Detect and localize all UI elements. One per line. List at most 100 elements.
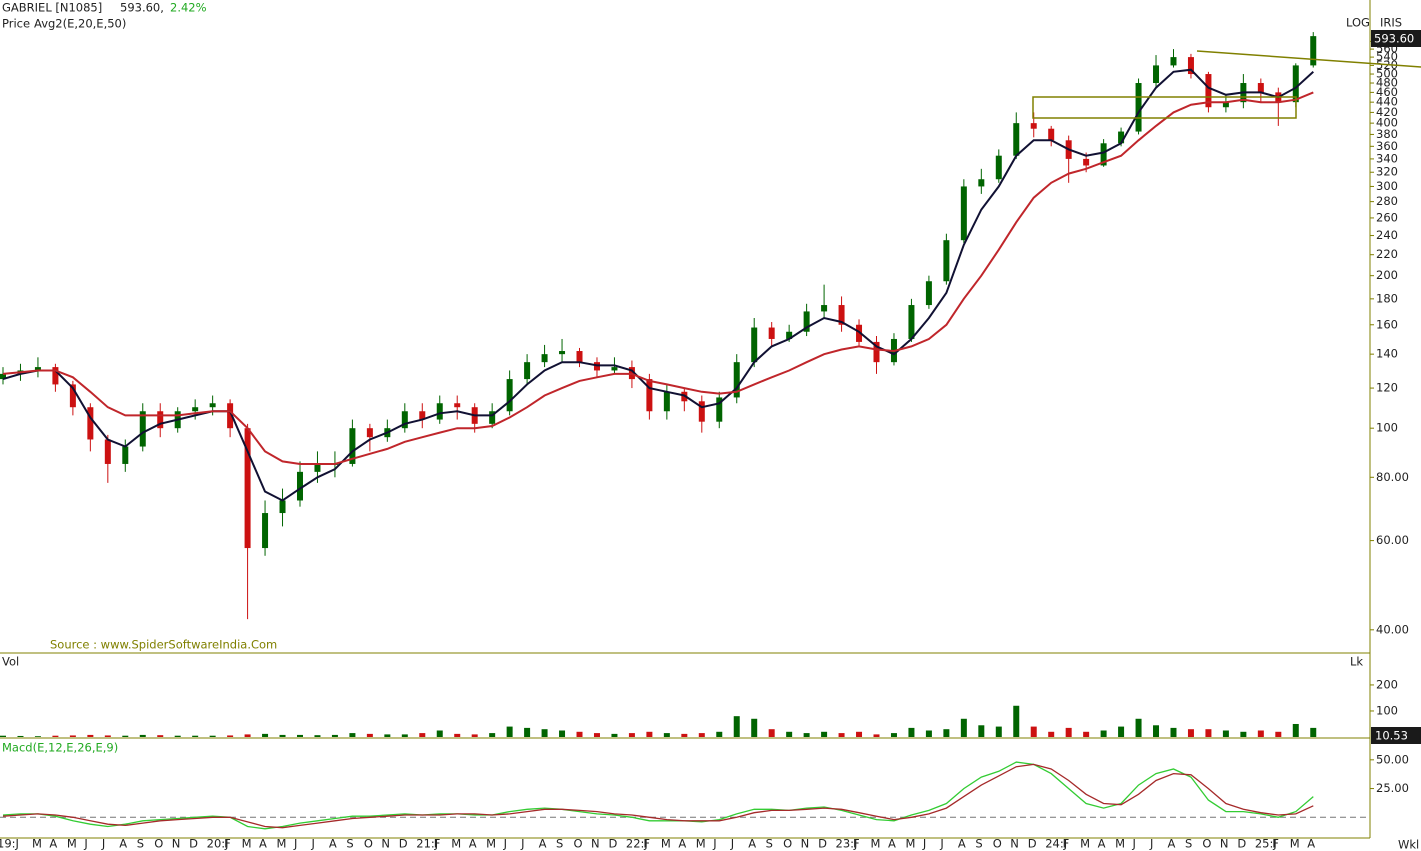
candle-body (1310, 36, 1317, 66)
volume-bar (1275, 731, 1282, 737)
x-tick-label: M (67, 837, 77, 851)
y-tick-label: 40.00 (1376, 622, 1409, 636)
x-tick-label: A (1307, 837, 1315, 851)
volume-bar (436, 730, 443, 737)
x-tick-label: N (801, 837, 810, 851)
x-tick-label: A (958, 837, 966, 851)
x-tick-label: A (1098, 837, 1106, 851)
volume-bar (192, 735, 199, 737)
x-tick-label: 25:J (1255, 837, 1277, 851)
scale: LOG (1346, 16, 1370, 30)
candle-body (314, 463, 321, 472)
y-tick-label: 180 (1376, 291, 1398, 305)
x-tick-label: J (922, 837, 926, 851)
volume-bar (1013, 705, 1020, 737)
volume-bar (1153, 725, 1160, 737)
y-tick-label: 220 (1376, 247, 1398, 261)
x-tick-label: 20:J (207, 837, 229, 851)
y-tick-label: 200 (1376, 677, 1398, 691)
candle-body (192, 407, 199, 412)
candle-body (279, 500, 286, 514)
candle-body (139, 411, 146, 447)
last-price: 593.60 (1374, 32, 1414, 46)
y-tick-label: 120 (1376, 381, 1398, 395)
volume-bar (1118, 726, 1125, 737)
candle-body (1153, 65, 1160, 84)
volume-bar (541, 729, 548, 737)
volume-bar (611, 733, 618, 737)
candle-body (454, 403, 461, 408)
volume-bar (489, 733, 496, 737)
candle-body (506, 379, 513, 412)
volume-bar (0, 735, 6, 737)
candle-body (436, 403, 443, 420)
y-tick-label: 380 (1376, 127, 1398, 141)
candle-body (943, 240, 950, 282)
candle-body (419, 411, 426, 420)
x-tick-label: M (1290, 837, 1300, 851)
x-tick-label: O (783, 837, 792, 851)
volume-bar (751, 718, 758, 737)
x-tick-label: D (1028, 837, 1037, 851)
price: 593.60, (120, 1, 164, 15)
candle-body (716, 397, 723, 422)
volume-bar (628, 733, 635, 737)
last-volume: 10.53 (1375, 729, 1408, 743)
volume-bar (1187, 729, 1194, 737)
volume-bar (227, 735, 234, 737)
source: Source : www.SpiderSoftwareIndia.Com (50, 638, 277, 652)
candle-body (663, 391, 670, 412)
x-tick-label: M (451, 837, 461, 851)
x-tick-label: M (277, 837, 287, 851)
volume-bar (314, 735, 321, 737)
x-tick-label: A (678, 837, 686, 851)
candle-body (349, 428, 356, 464)
x-tick-label: A (329, 837, 337, 851)
volume-unit: Lk (1350, 655, 1363, 669)
x-tick-label: N (591, 837, 600, 851)
candle-body (1013, 123, 1020, 156)
x-tick-label: F (434, 837, 441, 851)
volume-bar (803, 733, 810, 737)
volume-bar (244, 734, 251, 737)
volume-bar (87, 734, 94, 737)
candle-body (995, 155, 1002, 180)
candle-body (559, 351, 566, 355)
y-tick-label: 440 (1376, 95, 1398, 109)
candle-body (1048, 128, 1055, 141)
x-tick-label: 23:J (836, 837, 858, 851)
candle-body (87, 407, 94, 440)
x-tick-label: D (1237, 837, 1246, 851)
y-tick-label: 260 (1376, 210, 1398, 224)
volume-bar (838, 733, 845, 737)
candle-body (541, 354, 548, 363)
x-tick-label: M (1115, 837, 1125, 851)
x-tick-label: F (1272, 837, 1279, 851)
x-tick-label: S (556, 837, 563, 851)
x-tick-label: M (696, 837, 706, 851)
candle-body (960, 186, 967, 241)
change: 2.42% (170, 1, 207, 15)
volume-bar (978, 725, 985, 737)
candle-body (366, 428, 373, 438)
x-tick-label: A (49, 837, 57, 851)
volume-bar (1292, 723, 1299, 737)
candle-body (69, 384, 76, 408)
candle-body (489, 411, 496, 424)
candle-body (401, 411, 408, 429)
volume-bar (174, 735, 181, 737)
x-tick-label: O (154, 837, 163, 851)
x-tick-label: O (364, 837, 373, 851)
symbol: GABRIEL [N1085] (2, 1, 102, 15)
x-tick-label: A (259, 837, 267, 851)
volume-bar (366, 733, 373, 737)
volume-bar (34, 736, 41, 737)
candle-body (978, 179, 985, 187)
volume-bar (384, 734, 391, 737)
candle-body (786, 331, 793, 339)
candle-body (803, 311, 810, 332)
y-tick-label: 400 (1376, 116, 1398, 130)
x-tick-label: A (748, 837, 756, 851)
volume-bar (856, 731, 863, 737)
volume-bar (419, 733, 426, 737)
